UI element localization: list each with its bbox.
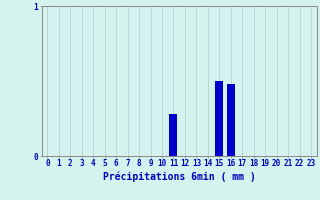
X-axis label: Précipitations 6min ( mm ): Précipitations 6min ( mm ) [103, 171, 256, 182]
Bar [215, 81, 223, 156]
Bar [170, 114, 178, 156]
Bar [227, 84, 235, 156]
